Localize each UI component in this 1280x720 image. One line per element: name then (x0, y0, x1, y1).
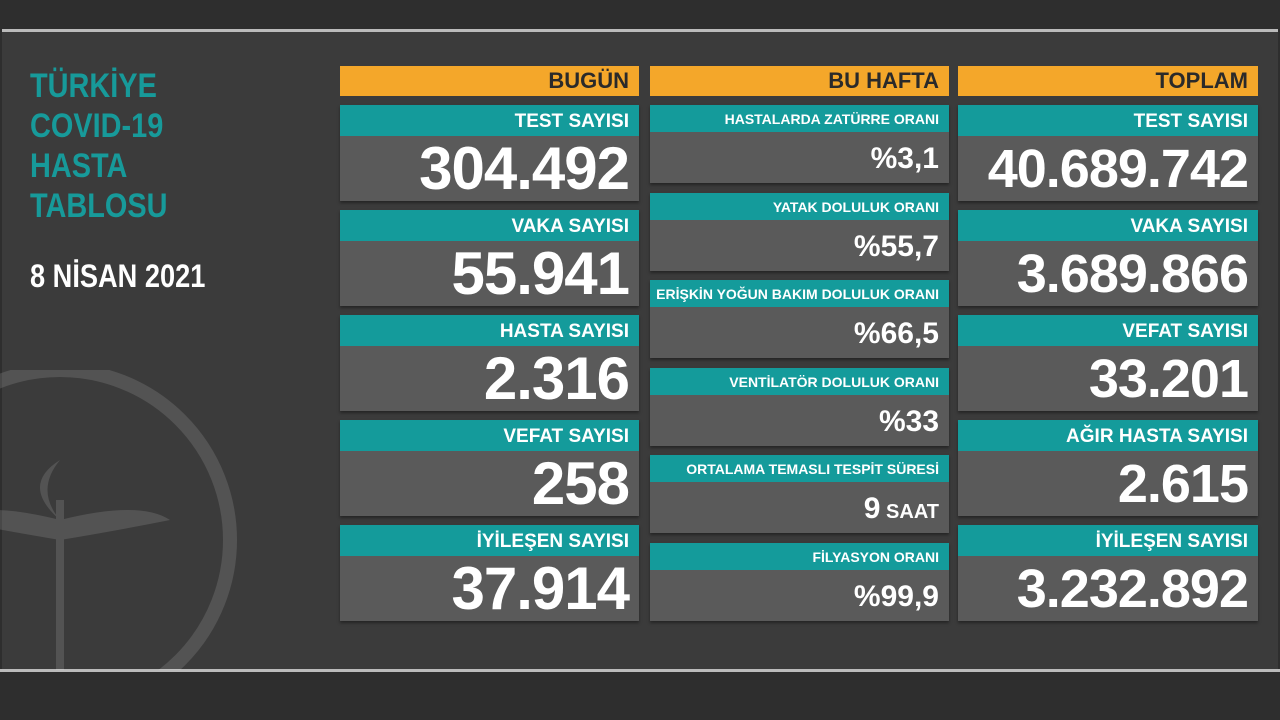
stat-card: VENTİLATÖR DOLULUK ORANI %33 (650, 367, 949, 446)
stat-label: HASTA SAYISI (340, 315, 639, 346)
stat-label: VAKA SAYISI (340, 210, 639, 241)
stat-label: İYİLEŞEN SAYISI (958, 525, 1258, 556)
stat-label: VENTİLATÖR DOLULUK ORANI (650, 367, 949, 395)
stat-label: TEST SAYISI (958, 105, 1258, 136)
today-column: BUGÜN TEST SAYISI 304.492 VAKA SAYISI 55.9… (340, 66, 639, 630)
title-line: COVID-19 (30, 107, 164, 145)
stat-card: İYİLEŞEN SAYISI 37.914 (340, 525, 639, 622)
stat-card: YATAK DOLULUK ORANI %55,7 (650, 192, 949, 271)
stat-value: %33 (650, 395, 949, 446)
value-number: %66,5 (853, 317, 939, 350)
stat-value: 2.316 (483, 345, 630, 412)
total-column: TOPLAM TEST SAYISI 40.689.742 VAKA SAYISI… (958, 66, 1258, 630)
column-header: TOPLAM (958, 66, 1258, 96)
stat-card: FİLYASYON ORANI %99,9 (650, 542, 949, 621)
stat-value: 3.689.866 (1016, 244, 1249, 304)
stat-value: 40.689.742 (987, 139, 1249, 199)
stat-value: 2.615 (1117, 454, 1249, 514)
stat-value: 258 (531, 450, 630, 517)
stat-label: TEST SAYISI (340, 105, 639, 136)
stat-card: HASTALARDA ZATÜRRE ORANI %3,1 (650, 105, 949, 183)
stat-value: %3,1 (650, 132, 949, 183)
title-line: TÜRKİYE (30, 67, 157, 105)
stat-card: HASTA SAYISI 2.316 (340, 315, 639, 412)
stat-card: ORTALAMA TEMASLI TESPİT SÜRESİ 9 SAAT (650, 455, 949, 533)
stat-value: %99,9 (650, 570, 949, 621)
stat-label: FİLYASYON ORANI (650, 542, 949, 570)
title-line: HASTA (30, 147, 128, 185)
stat-label: VAKA SAYISI (958, 210, 1258, 241)
stat-value: %55,7 (650, 220, 949, 271)
stat-card: VAKA SAYISI 3.689.866 (958, 210, 1258, 306)
stat-card: TEST SAYISI 304.492 (340, 105, 639, 202)
stat-label: HASTALARDA ZATÜRRE ORANI (650, 105, 949, 132)
stat-label: VEFAT SAYISI (958, 315, 1258, 346)
stat-value: 9 SAAT (650, 482, 949, 533)
stat-label: YATAK DOLULUK ORANI (650, 192, 949, 220)
column-header: BUGÜN (340, 66, 639, 96)
stat-value: 37.914 (451, 555, 630, 622)
report-date: 8 NİSAN 2021 (30, 258, 206, 294)
stat-value: 33.201 (1088, 349, 1249, 409)
stat-card: AĞIR HASTA SAYISI 2.615 (958, 420, 1258, 516)
divider (0, 669, 1280, 672)
column-header: BU HAFTA (650, 66, 949, 96)
stat-card: VEFAT SAYISI 258 (340, 420, 639, 517)
stat-label: ERİŞKİN YOĞUN BAKIM DOLULUK ORANI (650, 280, 949, 307)
stat-value: 55.941 (451, 240, 630, 307)
value-number: 9 (863, 492, 881, 525)
ministry-of-health-emblem-icon (0, 370, 237, 670)
stat-card: VAKA SAYISI 55.941 (340, 210, 639, 307)
stat-card: VEFAT SAYISI 33.201 (958, 315, 1258, 411)
stat-card: ERİŞKİN YOĞUN BAKIM DOLULUK ORANI %66,5 (650, 280, 949, 358)
page-title: TÜRKİYE COVID-19 HASTA TABLOSU (30, 66, 168, 226)
stat-card: İYİLEŞEN SAYISI 3.232.892 (958, 525, 1258, 621)
stat-label: AĞIR HASTA SAYISI (958, 420, 1258, 451)
stat-label: ORTALAMA TEMASLI TESPİT SÜRESİ (650, 455, 949, 482)
stat-value: 3.232.892 (1016, 559, 1249, 619)
title-line: TABLOSU (30, 187, 168, 225)
value-number: %99,9 (853, 579, 939, 613)
stat-value: 304.492 (419, 135, 630, 202)
value-number: %3,1 (870, 142, 939, 175)
value-number: %33 (878, 404, 939, 438)
stat-card: TEST SAYISI 40.689.742 (958, 105, 1258, 201)
week-column: BU HAFTA HASTALARDA ZATÜRRE ORANI %3,1 YA… (650, 66, 949, 630)
stat-label: İYİLEŞEN SAYISI (340, 525, 639, 556)
value-number: %55,7 (853, 229, 939, 263)
stat-value: %66,5 (650, 307, 949, 358)
stat-label: VEFAT SAYISI (340, 420, 639, 451)
value-unit: SAAT (880, 501, 939, 523)
